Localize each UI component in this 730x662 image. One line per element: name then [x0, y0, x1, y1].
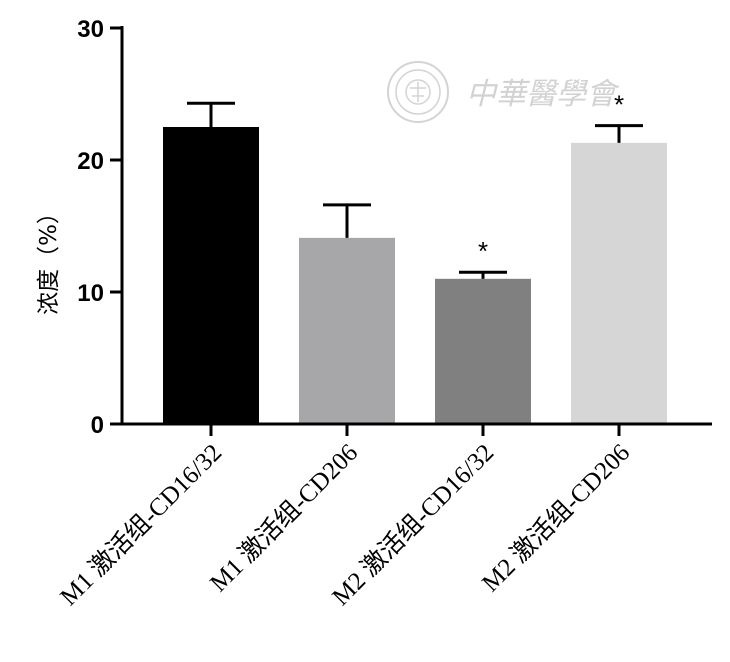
seal-icon: [387, 61, 449, 123]
y-tick-label-2: 10: [77, 280, 104, 307]
significance-mark-3: *: [478, 236, 488, 266]
x-tick-label-1: M1 激活组-CD16/32: [55, 438, 228, 611]
x-tick-label-2: M1 激活组-CD206: [204, 438, 363, 597]
watermark: 中華醫學會: [387, 61, 620, 123]
bar-2: [299, 237, 395, 424]
bar-4: [571, 142, 667, 424]
watermark-text: 中華醫學會: [466, 77, 620, 112]
y-tick-label-3: 20: [77, 148, 104, 175]
significance-mark-4: *: [614, 90, 624, 120]
error-bar-2: [323, 203, 371, 238]
y-ticks-group: 0 10 20 30: [77, 16, 122, 439]
bar-3: [435, 278, 531, 424]
y-tick-label-4: 30: [77, 16, 104, 43]
error-bar-4: [595, 124, 643, 143]
significance-group: **: [478, 90, 624, 267]
error-bar-3: [459, 270, 507, 279]
axes-group: [120, 26, 712, 426]
error-bar-1: [187, 101, 235, 127]
y-axis-label: 浓度（%）: [36, 201, 62, 315]
bars-group: [163, 127, 667, 424]
x-tick-label-4: M2 激活组-CD206: [476, 438, 635, 597]
y-tick-label-1: 0: [91, 412, 104, 439]
error-bars-group: [187, 101, 643, 279]
bar-1: [163, 127, 259, 424]
